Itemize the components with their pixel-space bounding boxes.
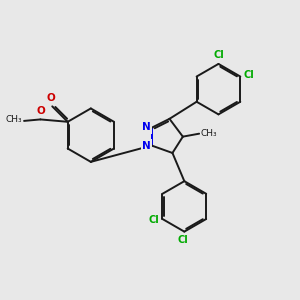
Text: Cl: Cl <box>178 235 188 245</box>
Text: Cl: Cl <box>244 70 255 80</box>
Text: CH₃: CH₃ <box>201 129 217 138</box>
Text: N: N <box>142 140 151 151</box>
Text: O: O <box>47 92 56 103</box>
Text: Cl: Cl <box>148 215 159 226</box>
Text: Cl: Cl <box>213 50 224 60</box>
Text: O: O <box>36 106 45 116</box>
Text: CH₃: CH₃ <box>5 115 22 124</box>
Text: N: N <box>142 122 151 132</box>
